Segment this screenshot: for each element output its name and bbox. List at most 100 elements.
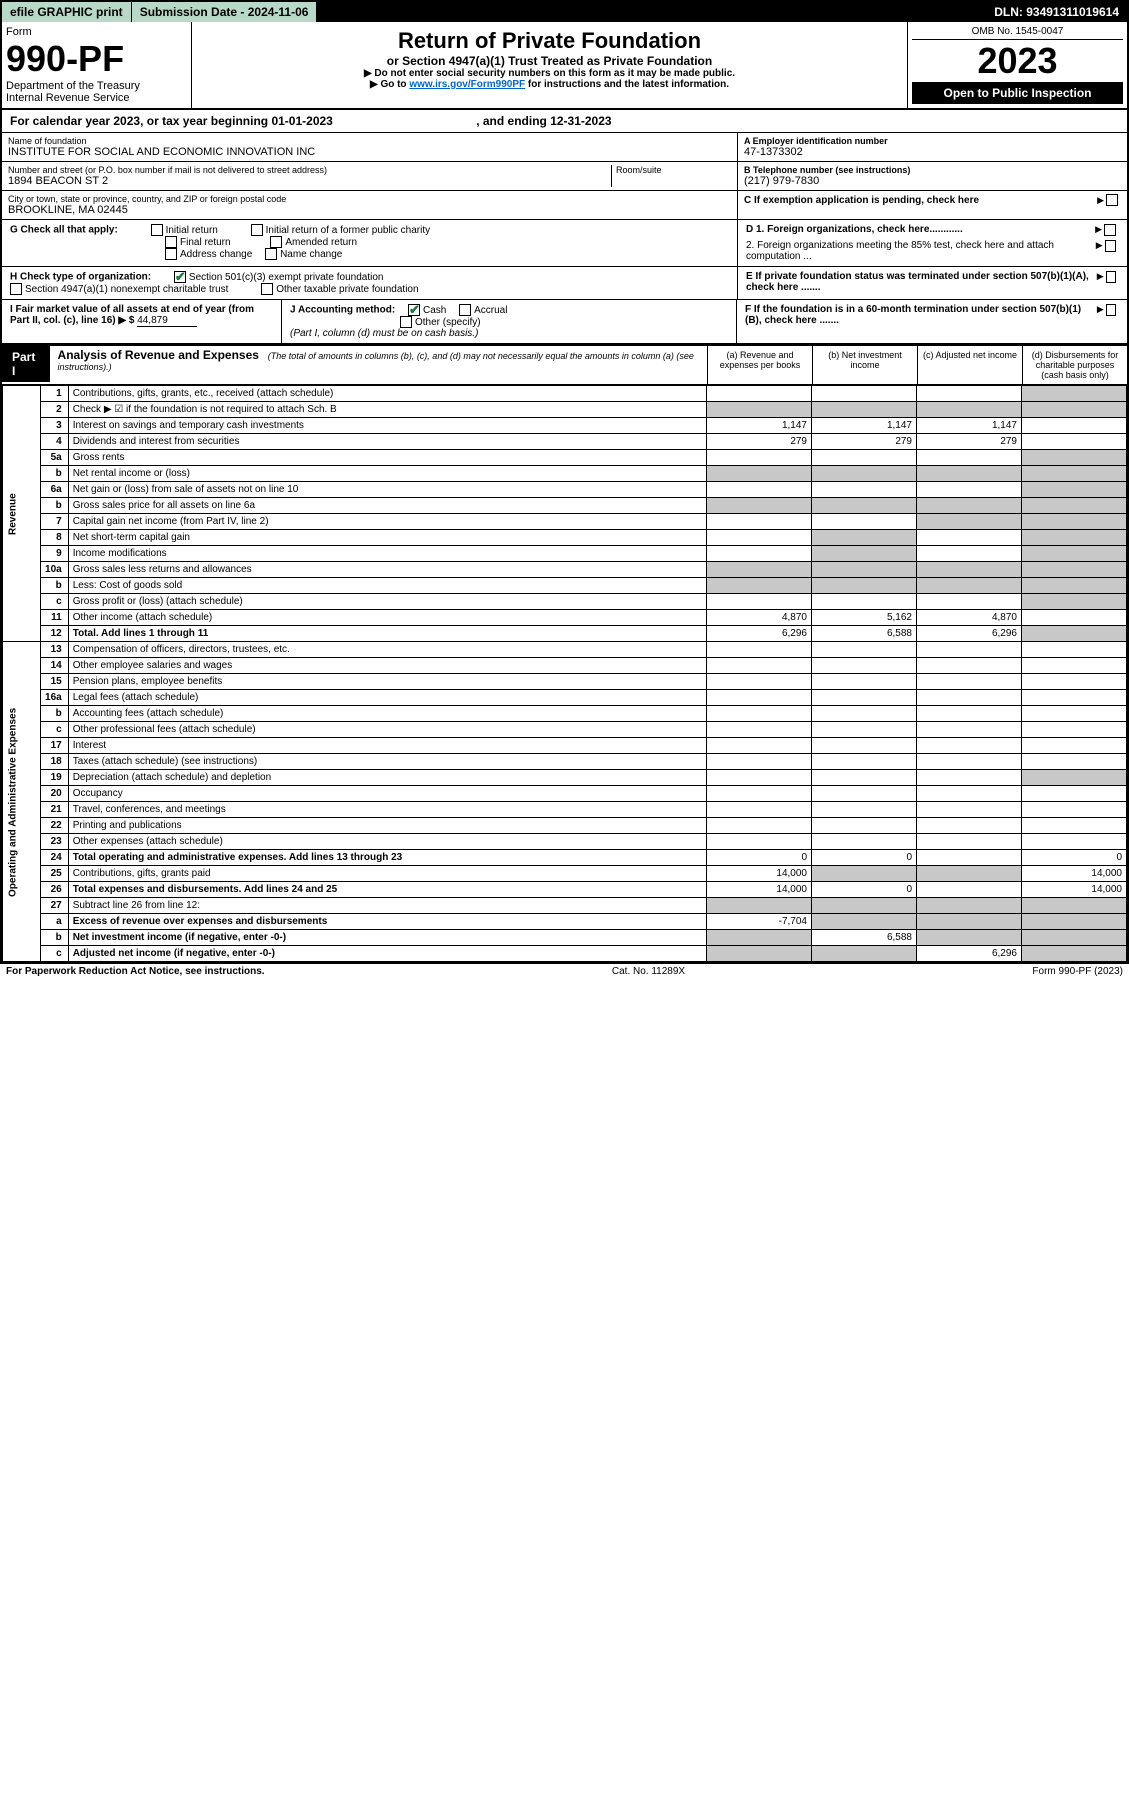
value-cell (917, 834, 1022, 850)
value-cell (707, 466, 812, 482)
table-row: 25Contributions, gifts, grants paid14,00… (3, 866, 1127, 882)
table-row: bAccounting fees (attach schedule) (3, 706, 1127, 722)
table-row: 12Total. Add lines 1 through 116,2966,58… (3, 626, 1127, 642)
g-amended-checkbox[interactable] (270, 236, 282, 248)
value-cell (917, 690, 1022, 706)
line-description: Travel, conferences, and meetings (68, 802, 706, 818)
foundation-name: INSTITUTE FOR SOCIAL AND ECONOMIC INNOVA… (8, 146, 731, 158)
form-container: efile GRAPHIC print Submission Date - 20… (0, 0, 1129, 964)
value-cell (1022, 562, 1127, 578)
form-header: Form 990-PF Department of the Treasury I… (2, 22, 1127, 110)
dln: DLN: 93491311019614 (986, 2, 1127, 22)
g-final-checkbox[interactable] (165, 236, 177, 248)
tax-year: 2023 (912, 40, 1123, 82)
table-row: cGross profit or (loss) (attach schedule… (3, 594, 1127, 610)
footer-right: Form 990-PF (2023) (1032, 966, 1123, 977)
value-cell (1022, 546, 1127, 562)
line-description: Printing and publications (68, 818, 706, 834)
line-description: Legal fees (attach schedule) (68, 690, 706, 706)
j-cash-checkbox[interactable] (408, 304, 420, 316)
irs-link[interactable]: www.irs.gov/Form990PF (409, 79, 525, 90)
d2-checkbox[interactable] (1105, 240, 1116, 252)
line-number: b (40, 706, 68, 722)
form-title: Return of Private Foundation (198, 28, 901, 54)
line-number: 16a (40, 690, 68, 706)
value-cell (1022, 402, 1127, 418)
table-row: cAdjusted net income (if negative, enter… (3, 946, 1127, 962)
value-cell (917, 658, 1022, 674)
line-number: 5a (40, 450, 68, 466)
table-row: 11Other income (attach schedule) 4,8705,1… (3, 610, 1127, 626)
table-row: 17Interest (3, 738, 1127, 754)
value-cell (1022, 834, 1127, 850)
d-section: D 1. Foreign organizations, check here..… (737, 220, 1127, 266)
line-description: Capital gain net income (from Part IV, l… (68, 514, 706, 530)
table-row: 4Dividends and interest from securities2… (3, 434, 1127, 450)
table-row: bNet rental income or (loss) (3, 466, 1127, 482)
line-description: Adjusted net income (if negative, enter … (68, 946, 706, 962)
value-cell (1022, 770, 1127, 786)
h-4947-checkbox[interactable] (10, 283, 22, 295)
value-cell (1022, 658, 1127, 674)
value-cell (1022, 386, 1127, 402)
g-address-checkbox[interactable] (165, 248, 177, 260)
line-number: 13 (40, 642, 68, 658)
e-checkbox[interactable] (1106, 271, 1116, 283)
table-row: aExcess of revenue over expenses and dis… (3, 914, 1127, 930)
line-number: 12 (40, 626, 68, 642)
value-cell (917, 866, 1022, 882)
j-other-checkbox[interactable] (400, 316, 412, 328)
value-cell (812, 866, 917, 882)
d1-checkbox[interactable] (1104, 224, 1116, 236)
value-cell (1022, 642, 1127, 658)
f-checkbox[interactable] (1106, 304, 1116, 316)
h-other-checkbox[interactable] (261, 283, 273, 295)
value-cell (707, 386, 812, 402)
value-cell (917, 514, 1022, 530)
value-cell: 4,870 (917, 610, 1022, 626)
value-cell (812, 690, 917, 706)
value-cell (812, 706, 917, 722)
line-description: Other income (attach schedule) (68, 610, 706, 626)
ein: 47-1373302 (744, 146, 1121, 158)
g-section: G Check all that apply: Initial return I… (2, 220, 737, 266)
line-number: 6a (40, 482, 68, 498)
table-row: Revenue1Contributions, gifts, grants, et… (3, 386, 1127, 402)
value-cell (1022, 706, 1127, 722)
line-description: Total expenses and disbursements. Add li… (68, 882, 706, 898)
line-description: Pension plans, employee benefits (68, 674, 706, 690)
line-number: 1 (40, 386, 68, 402)
g-former-checkbox[interactable] (251, 224, 263, 236)
value-cell (917, 546, 1022, 562)
open-public-badge: Open to Public Inspection (912, 82, 1123, 104)
line-description: Occupancy (68, 786, 706, 802)
line-number: 11 (40, 610, 68, 626)
col-b-header: (b) Net investment income (812, 346, 917, 384)
line-number: 27 (40, 898, 68, 914)
table-row: 9Income modifications (3, 546, 1127, 562)
line-description: Gross rents (68, 450, 706, 466)
value-cell (707, 690, 812, 706)
g-initial-checkbox[interactable] (151, 224, 163, 236)
c-checkbox[interactable] (1106, 194, 1118, 206)
line-number: 7 (40, 514, 68, 530)
fmv-value: 44,879 (137, 315, 197, 327)
value-cell: 5,162 (812, 610, 917, 626)
line-description: Excess of revenue over expenses and disb… (68, 914, 706, 930)
table-row: 2Check ▶ ☑ if the foundation is not requ… (3, 402, 1127, 418)
value-cell (707, 754, 812, 770)
calendar-year-row: For calendar year 2023, or tax year begi… (2, 110, 1127, 133)
g-name-checkbox[interactable] (265, 248, 277, 260)
address-label: Number and street (or P.O. box number if… (8, 165, 611, 175)
line-number: 3 (40, 418, 68, 434)
table-row: 6aNet gain or (loss) from sale of assets… (3, 482, 1127, 498)
j-accrual-checkbox[interactable] (459, 304, 471, 316)
table-row: 8Net short-term capital gain (3, 530, 1127, 546)
value-cell (707, 658, 812, 674)
dept-treasury: Department of the Treasury (6, 80, 187, 92)
value-cell: 1,147 (812, 418, 917, 434)
line-number: 9 (40, 546, 68, 562)
value-cell (707, 818, 812, 834)
h-501c3-checkbox[interactable] (174, 271, 186, 283)
part1-table: Revenue1Contributions, gifts, grants, et… (2, 385, 1127, 962)
